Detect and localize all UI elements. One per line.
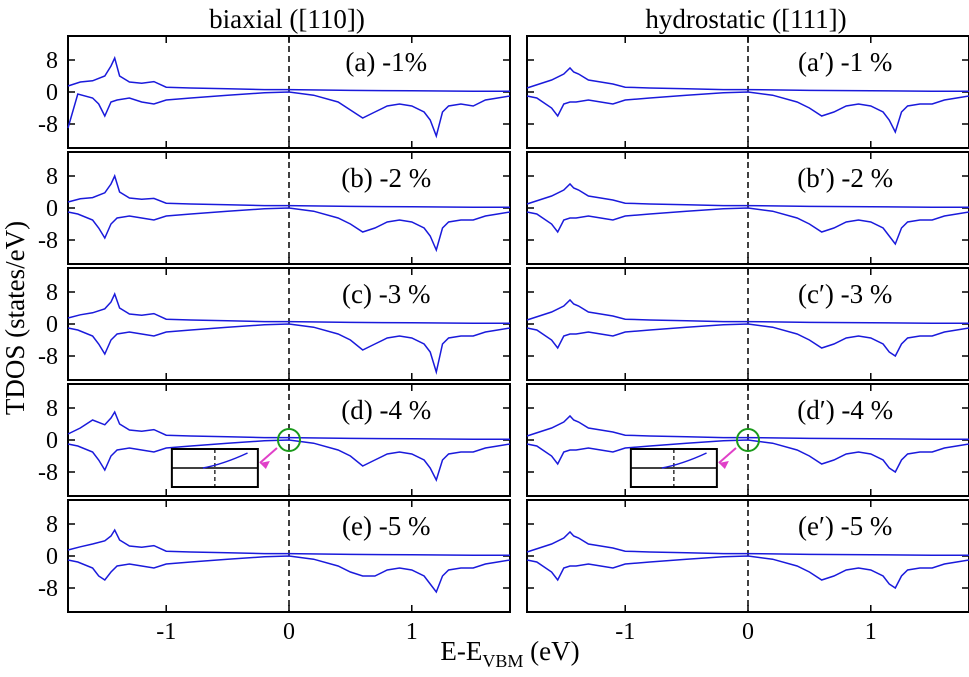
panel-1-2: (c′) -3 % xyxy=(526,267,969,381)
spin-up-dos-line xyxy=(526,414,969,440)
x-tick-label: 0 xyxy=(742,619,754,645)
zoom-arrow xyxy=(718,447,737,464)
vbm-marker-circle xyxy=(736,428,760,452)
y-tick-label: -8 xyxy=(38,460,58,486)
y-tick-label: 8 xyxy=(46,396,58,422)
column-title-biaxial: biaxial ([110]) xyxy=(209,4,365,34)
spin-up-dos-line xyxy=(67,55,510,92)
inset-dos-line xyxy=(661,452,707,469)
panel-label: (e′) -5 % xyxy=(798,511,892,541)
zoom-arrow xyxy=(259,447,278,464)
y-tick-label: 0 xyxy=(46,544,58,570)
panel-1-4: -1 0 1 (e′) -5 % xyxy=(526,499,969,645)
y-tick-label: 8 xyxy=(46,48,58,74)
x-tick-label: 1 xyxy=(865,619,877,645)
panel-0-1: 8 0 -8 (b) -2 % xyxy=(38,151,511,265)
panel-0-0: 8 0 -8 (a) -1% xyxy=(38,35,511,149)
spin-down-dos-line xyxy=(526,555,969,590)
spin-up-dos-line xyxy=(67,410,510,440)
spin-down-dos-line xyxy=(67,323,511,375)
spin-down-dos-line xyxy=(67,91,511,139)
y-tick-label: 8 xyxy=(46,512,58,538)
panel-label: (a′) -1 % xyxy=(798,47,892,77)
x-tick-label: 1 xyxy=(406,619,418,645)
x-tick-label: -1 xyxy=(615,619,635,645)
column-title-hydrostatic: hydrostatic ([111]) xyxy=(645,4,846,34)
y-tick-label: 8 xyxy=(46,164,58,190)
x-axis-label: E-EVBM (eV) xyxy=(440,636,579,671)
spin-up-dos-line xyxy=(67,173,510,208)
panel-label: (c′) -3 % xyxy=(798,279,892,309)
panel-0-4: 8 0 -8 -1 0 1 (e) -5 % xyxy=(38,499,511,645)
spin-up-dos-line xyxy=(526,298,969,324)
y-tick-label: 0 xyxy=(46,196,58,222)
spin-up-dos-line xyxy=(67,292,510,324)
x-axis-label-unit: (eV) xyxy=(523,636,579,666)
inset-dos-line xyxy=(202,452,248,469)
panel-0-3: 8 0 -8 (d) -4 % xyxy=(38,383,511,497)
panel-0-2: 8 0 -8 (c) -3 % xyxy=(38,267,511,381)
x-axis-label-main: E-E xyxy=(440,636,482,666)
vbm-marker-circle xyxy=(277,428,301,452)
spin-down-dos-line xyxy=(67,555,511,594)
x-tick-label: -1 xyxy=(156,619,176,645)
x-axis-label-subscript: VBM xyxy=(482,651,523,671)
panel-label: (a) -1% xyxy=(345,47,427,77)
panel-label: (b′) -2 % xyxy=(797,163,893,193)
zoom-arrow-head xyxy=(259,461,270,469)
spin-up-dos-line xyxy=(526,182,969,208)
y-tick-label: 8 xyxy=(46,280,58,306)
spin-down-dos-line xyxy=(526,207,969,246)
spin-down-dos-line xyxy=(67,207,511,253)
spin-up-dos-line xyxy=(526,530,969,556)
spin-down-dos-line xyxy=(526,439,969,474)
panel-1-0: (a′) -1 % xyxy=(526,35,969,149)
y-tick-label: -8 xyxy=(38,228,58,254)
x-tick-label: 0 xyxy=(283,619,295,645)
panel-1-1: (b′) -2 % xyxy=(526,151,969,265)
panel-label: (d′) -4 % xyxy=(797,395,893,425)
spin-up-dos-line xyxy=(67,528,510,556)
spin-up-dos-line xyxy=(526,66,969,92)
panel-label: (e) -5 % xyxy=(342,511,430,541)
spin-down-dos-line xyxy=(526,91,969,134)
y-tick-label: -8 xyxy=(38,344,58,370)
spin-down-dos-line xyxy=(526,323,969,358)
y-tick-label: -8 xyxy=(38,112,58,138)
y-axis-label: TDOS (states/eV) xyxy=(0,221,30,415)
zoom-arrow-head xyxy=(718,461,729,469)
panel-label: (c) -3 % xyxy=(342,279,430,309)
panel-label: (d) -4 % xyxy=(341,395,431,425)
y-tick-label: 0 xyxy=(46,80,58,106)
spin-down-dos-line xyxy=(67,439,511,482)
y-tick-label: 0 xyxy=(46,312,58,338)
panel-1-3: (d′) -4 % xyxy=(526,383,969,497)
panel-label: (b) -2 % xyxy=(341,163,431,193)
panel-grid: 8 0 -8 (a) -1% 8 0 -8 (b) -2 % 8 0 -8 (c) -3 % 8 0 -8 (… xyxy=(38,35,969,645)
y-tick-label: 0 xyxy=(46,428,58,454)
y-tick-label: -8 xyxy=(38,576,58,602)
